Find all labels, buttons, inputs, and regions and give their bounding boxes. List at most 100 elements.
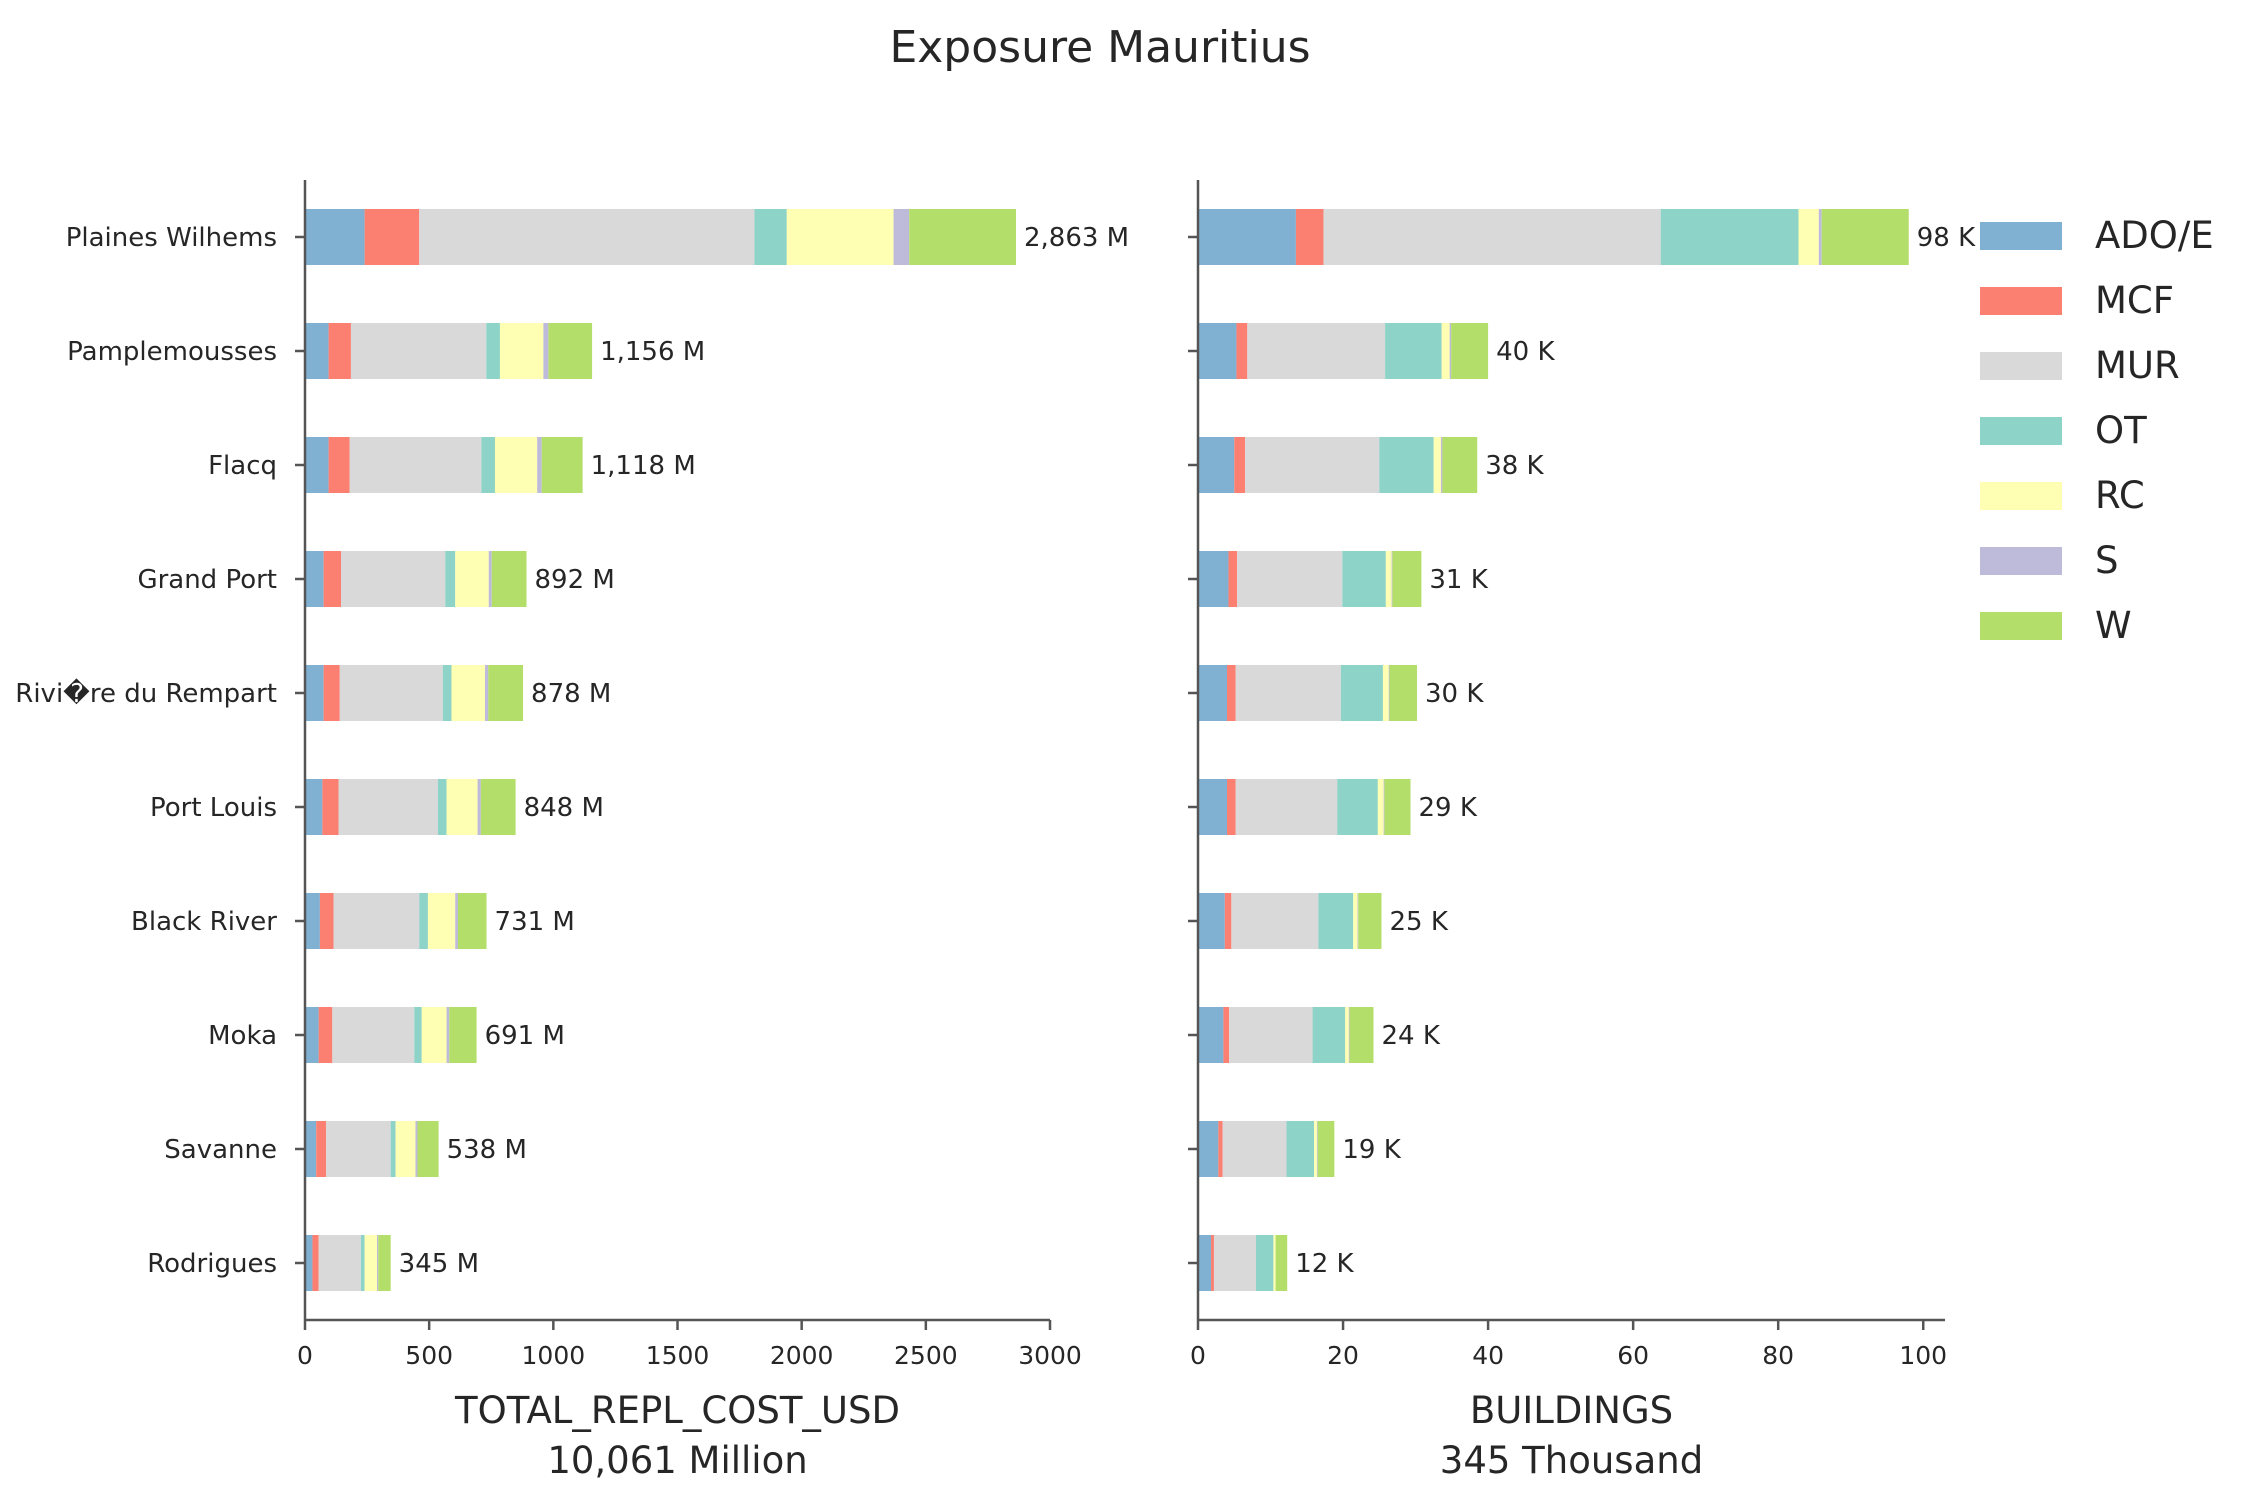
cost-bar-segment [480,779,516,835]
buildings-bar-segment [1198,665,1228,721]
cost-bar-segment [364,1235,378,1291]
buildings-xtick-label: 80 [1762,1341,1794,1370]
cost-total-label: 848 M [524,793,604,823]
buildings-bar-segment [1433,437,1441,493]
cost-bar-segment [445,551,456,607]
buildings-bar-segment [1821,209,1909,265]
buildings-axis-subtitle: 345 Thousand [1440,1439,1703,1482]
buildings-bar-segment [1385,551,1392,607]
cost-bar-segment [316,1121,327,1177]
cost-bar-segment [486,323,500,379]
buildings-xtick-label: 40 [1472,1341,1504,1370]
cost-bar-segment [305,779,323,835]
buildings-bar-segment [1224,893,1232,949]
buildings-bar-segment [1198,551,1229,607]
buildings-xtick-label: 20 [1327,1341,1359,1370]
legend-label: OT [2095,409,2147,452]
buildings-bar-segment [1391,551,1393,607]
cost-bar-segment [364,209,420,265]
buildings-total-label: 24 K [1382,1021,1441,1051]
buildings-bar-segment [1286,1121,1315,1177]
cost-bar-segment [477,779,481,835]
buildings-bar-segment [1389,665,1418,721]
buildings-bar-segment [1275,1235,1288,1291]
buildings-bar-segment [1451,323,1489,379]
buildings-bar-segment [1198,1235,1212,1291]
buildings-bar-segment [1316,1121,1318,1177]
cost-total-label: 1,118 M [591,451,696,481]
cost-bar-segment [485,665,489,721]
cost-bar-segment [446,1007,450,1063]
category-label: Moka [208,1021,277,1051]
legend-label: ADO/E [2095,214,2214,257]
cost-axis-subtitle: 10,061 Million [547,1439,807,1482]
cost-xtick-label: 1000 [522,1341,586,1370]
buildings-total-label: 19 K [1342,1135,1401,1165]
buildings-bar-segment [1218,1121,1223,1177]
legend: ADO/E MCF MUR OT RC SW [1980,214,2214,647]
buildings-bar-segment [1227,779,1236,835]
cost-bar-segment [421,1007,447,1063]
buildings-total-label: 25 K [1389,907,1448,937]
cost-total-label: 878 M [531,679,611,709]
cost-bar-segment [305,893,320,949]
buildings-bar-segment [1198,779,1228,835]
cost-bar-segment [323,551,342,607]
buildings-bar-segment [1345,1007,1349,1063]
buildings-bar-segment [1245,437,1380,493]
buildings-bar-segment [1353,893,1358,949]
buildings-bar-segment [1295,209,1324,265]
cost-bar-segment [488,551,492,607]
buildings-bar-segment [1441,323,1450,379]
buildings-bar-segment [1798,209,1819,265]
buildings-bar-segment [1198,1121,1219,1177]
legend-swatch [1980,417,2062,445]
cost-bar-segment [446,779,478,835]
cost-bar-segment [455,893,458,949]
buildings-bar-segment [1323,209,1661,265]
cost-bar-segment [499,323,544,379]
buildings-bar-segment [1337,779,1378,835]
cost-bar-segment [318,1235,361,1291]
cost-bar-segment [442,665,452,721]
cost-bar-segment [455,551,489,607]
buildings-bar-segment [1198,893,1225,949]
cost-bar-segment [548,323,593,379]
buildings-bar-segment [1449,323,1452,379]
buildings-bar-segment [1231,893,1319,949]
cost-bar-segment [318,1007,333,1063]
cost-total-label: 731 M [495,907,575,937]
cost-bar-segment [537,437,542,493]
buildings-bar-segment [1234,437,1246,493]
cost-bar-segment [449,1007,477,1063]
buildings-bar-segment [1273,1235,1276,1291]
legend-label: W [2095,604,2132,647]
legend-label: RC [2095,474,2145,517]
legend-swatch [1980,547,2062,575]
category-label: Rodrigues [147,1249,277,1279]
category-label: Rivi�re du Rempart [15,678,277,709]
cost-bar-segment [323,665,340,721]
cost-total-label: 345 M [399,1249,479,1279]
cost-bar-segment [417,1121,439,1177]
cost-bar-segment [333,893,420,949]
cost-bar-segment [390,1121,396,1177]
legend-label: S [2095,539,2119,582]
cost-bar-segment [332,1007,415,1063]
buildings-total-label: 29 K [1418,793,1477,823]
buildings-bar-segment [1383,779,1385,835]
cost-bar-segment [305,437,329,493]
cost-bar-segment [305,323,329,379]
legend-swatch [1980,612,2062,640]
cost-bar-segment [305,1235,313,1291]
cost-bar-segment [350,323,487,379]
cost-bar-segment [378,1235,391,1291]
cost-bar-segment [326,1121,391,1177]
cost-total-label: 691 M [485,1021,565,1051]
cost-bar-segment [909,209,1016,265]
buildings-total-label: 38 K [1485,451,1544,481]
cost-total-label: 1,156 M [600,337,705,367]
cost-bar-segment [754,209,787,265]
buildings-bar-segment [1237,551,1343,607]
